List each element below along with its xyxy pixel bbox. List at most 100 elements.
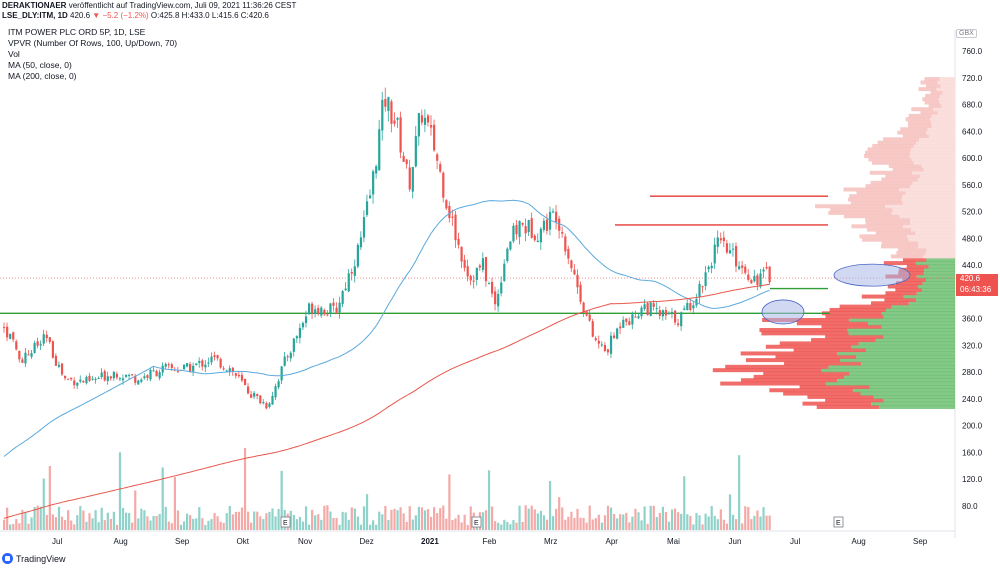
candle-body xyxy=(677,323,680,325)
volume-bar xyxy=(710,506,713,530)
volume-bar xyxy=(216,516,219,530)
candle-body xyxy=(722,237,725,242)
candle-body xyxy=(125,374,128,377)
candle-body xyxy=(701,286,704,288)
vpvr-bar-down xyxy=(881,241,919,246)
candle-body xyxy=(692,305,695,309)
candle-body xyxy=(259,395,262,404)
candle-body xyxy=(228,368,231,373)
candle-body xyxy=(731,248,735,250)
vpvr-bar-down xyxy=(865,184,911,189)
volume-bar xyxy=(567,516,570,530)
vpvr-bar-down xyxy=(898,247,927,252)
candle-body xyxy=(39,344,42,346)
volume-bar xyxy=(48,466,51,530)
vpvr-bar-up xyxy=(918,177,955,182)
vpvr-bar-up xyxy=(868,321,955,326)
vpvr-bar-down xyxy=(856,190,906,195)
vpvr-bar-up xyxy=(901,197,955,202)
candle-body xyxy=(100,372,103,378)
volume-bar xyxy=(695,513,698,530)
volume-bar xyxy=(12,523,15,530)
y-tick-label: 160.0 xyxy=(962,448,983,457)
tradingview-logo-icon xyxy=(2,553,13,564)
legend-title[interactable]: ITM POWER PLC ORD 5P, 1D, LSE xyxy=(8,27,146,37)
volume-bar xyxy=(591,519,594,530)
volume-bar xyxy=(149,520,152,530)
currency-badge[interactable]: GBX xyxy=(956,29,977,38)
volume-bar xyxy=(115,524,119,530)
vpvr-bar-down xyxy=(865,217,911,222)
x-tick-label: 2021 xyxy=(421,537,439,546)
vpvr-bar-up xyxy=(908,301,955,306)
vpvr-bar-up xyxy=(921,164,955,169)
legend-ma50[interactable]: MA (50, close, 0) xyxy=(8,60,72,70)
vpvr-bar-down xyxy=(885,291,917,296)
vpvr-bar-up xyxy=(840,358,955,363)
volume-bar xyxy=(292,514,295,530)
volume-bar xyxy=(405,521,408,530)
volume-bar xyxy=(304,506,308,530)
vpvr-bar-down xyxy=(892,167,924,172)
volume-bar xyxy=(15,519,18,530)
volume-bar xyxy=(716,519,719,530)
volume-bar xyxy=(719,509,722,530)
volume-bar xyxy=(192,518,195,530)
volume-bar xyxy=(640,520,643,530)
legend-vol[interactable]: Vol xyxy=(8,49,20,59)
legend-vpvr[interactable]: VPVR (Number Of Rows, 100, Up/Down, 70) xyxy=(8,38,178,48)
volume-bar xyxy=(570,511,573,530)
candle-body xyxy=(51,341,54,358)
vpvr-bar-up xyxy=(913,160,955,165)
volume-bar xyxy=(237,511,241,530)
candle-body xyxy=(256,394,259,396)
candle-body xyxy=(478,265,481,268)
volume-bar xyxy=(613,514,616,530)
candle-body xyxy=(207,362,210,364)
volume-bar xyxy=(436,513,439,530)
volume-bar xyxy=(222,522,225,530)
candle-body xyxy=(634,316,637,318)
volume-bar xyxy=(158,514,161,530)
vpvr-bar-down xyxy=(843,187,900,192)
x-tick-label: Okt xyxy=(237,537,250,546)
volume-bar xyxy=(256,511,259,530)
x-tick-label: Nov xyxy=(298,537,312,546)
vpvr-bar-up xyxy=(828,364,955,369)
volume-bar xyxy=(155,515,158,530)
candle-body xyxy=(594,338,597,341)
candle-body xyxy=(390,101,393,124)
vpvr-bar-down xyxy=(811,338,876,343)
volume-bar xyxy=(430,516,433,530)
vpvr-bar-up xyxy=(891,210,955,215)
candle-body xyxy=(738,266,741,270)
candle-body xyxy=(420,115,424,123)
vpvr-bar-up xyxy=(933,107,955,112)
candle-body xyxy=(545,219,549,231)
publish-info: veröffentlicht auf TradingView.com, Juli… xyxy=(68,1,297,10)
legend-ma200[interactable]: MA (200, close, 0) xyxy=(8,71,77,81)
volume-bar xyxy=(88,513,91,530)
candle-body xyxy=(369,195,372,199)
volume-bar xyxy=(393,508,396,530)
volume-bar xyxy=(594,518,597,530)
volume-bar xyxy=(54,517,58,530)
candle-body xyxy=(45,334,48,339)
footer-brand[interactable]: TradingView xyxy=(2,553,66,564)
volume-bar xyxy=(353,508,356,530)
candle-body xyxy=(121,378,125,381)
candle-body xyxy=(576,274,579,288)
vpvr-bar-down xyxy=(908,113,932,118)
candle-body xyxy=(204,364,207,368)
vpvr-bar-down xyxy=(872,144,914,149)
candle-body xyxy=(36,341,39,346)
vpvr-bar-up xyxy=(837,351,955,356)
candle-body xyxy=(262,402,265,404)
candle-body xyxy=(103,371,106,381)
candle-body xyxy=(128,374,131,376)
volume-bar xyxy=(372,520,375,530)
volume-bar xyxy=(634,508,637,530)
vpvr-bar-up xyxy=(881,311,955,316)
vpvr-bar-up xyxy=(825,381,955,386)
